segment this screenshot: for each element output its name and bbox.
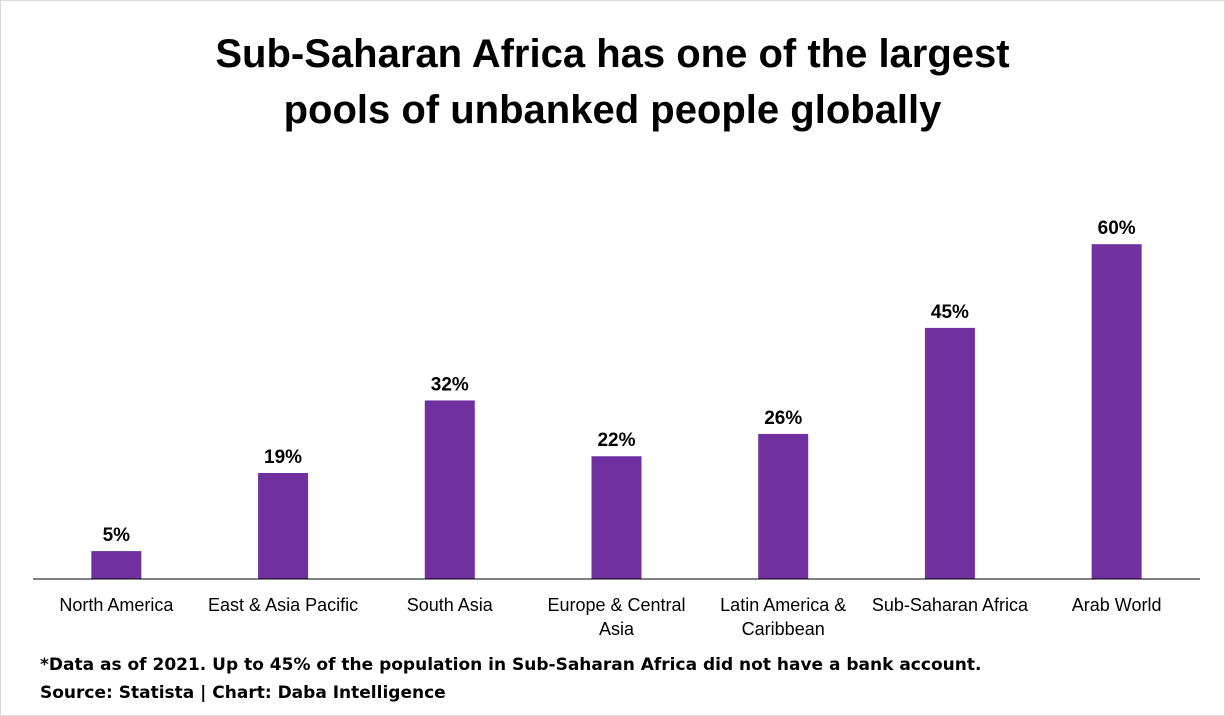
bar [924,327,975,579]
data-label: 32% [431,374,469,395]
x-tick-label: Latin America & [720,595,846,615]
footnote: *Data as of 2021. Up to 45% of the popul… [40,655,982,675]
x-tick-label: Arab World [1072,595,1162,615]
data-label: 19% [264,447,302,468]
x-tick-label: Caribbean [742,619,825,639]
x-tick-label: North America [59,595,174,615]
bar [1091,244,1142,579]
data-label: 26% [764,408,802,429]
bar [591,456,642,579]
source-credit: Source: Statista | Chart: Daba Intellige… [40,683,446,703]
chart-title-line-1: Sub-Saharan Africa has one of the larges… [215,32,1010,76]
data-label: 45% [931,302,969,323]
data-label: 5% [103,525,131,546]
x-tick-label: Asia [599,619,635,639]
bar [758,433,809,579]
bar [91,551,142,579]
x-tick-label: Sub-Saharan Africa [872,595,1029,615]
bar [424,400,475,579]
chart-title-line-2: pools of unbanked people globally [283,88,942,132]
chart-title: Sub-Saharan Africa has one of the larges… [0,26,1225,138]
x-tick-label: East & Asia Pacific [208,595,358,615]
data-label: 60% [1098,218,1136,239]
x-tick-label: Europe & Central [547,595,685,615]
x-tick-label: South Asia [407,595,494,615]
data-label: 22% [597,430,635,451]
bar [258,472,309,579]
